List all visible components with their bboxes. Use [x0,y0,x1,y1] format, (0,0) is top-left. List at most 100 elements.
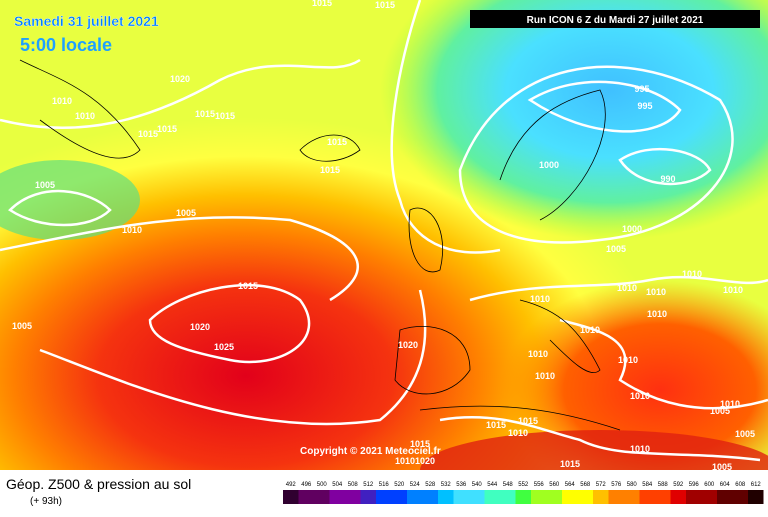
isobar-label: 1015 [215,111,235,121]
scale-label: 516 [379,482,390,488]
isobar-label: 1010 [617,283,637,293]
scale-swatch [639,490,655,504]
scale-label: 592 [673,482,684,488]
isobar-label: 1015 [486,420,506,430]
scale-label: 568 [580,482,591,488]
isobar-label: 1010 [646,287,666,297]
scale-label: 544 [487,482,498,488]
scale-swatch [438,490,454,504]
scale-label: 508 [348,482,359,488]
scale-swatch [391,490,407,504]
isobar-label: 1010 [720,399,740,409]
isobar-label: 1015 [312,0,332,8]
scale-label: 540 [472,482,483,488]
scale-swatch [360,490,376,504]
isobar-label: 1020 [190,322,210,332]
scale-label: 504 [332,482,343,488]
isobar-label: 1005 [176,208,196,218]
isobar-label: 995 [634,84,649,94]
scale-label: 528 [425,482,436,488]
scale-swatch [717,490,733,504]
scale-label: 576 [611,482,622,488]
isobar-label: 1010 [723,285,743,295]
scale-swatch [686,490,702,504]
scale-label: 604 [720,482,731,488]
low-pressure-zone [380,0,768,240]
scale-label: 536 [456,482,467,488]
run-banner [470,10,760,28]
isobar-label: 1025 [214,342,234,352]
scale-swatch [562,490,578,504]
isobar-label: 1005 [710,406,730,416]
scale-label: 600 [704,482,715,488]
scale-label: 596 [689,482,700,488]
low-zone [0,160,140,240]
scale-swatch [298,490,314,504]
isobar-label: 1015 [518,416,538,426]
scale-label: 500 [317,482,328,488]
scale-label: 512 [363,482,374,488]
scale-label: 548 [503,482,514,488]
isobar-label: 1005 [12,321,32,331]
color-scale: 492 496 500 504 508 512 516 520 524 528 532 536 540 5… [283,482,764,504]
scale-swatch [329,490,345,504]
scale-swatch [314,490,330,504]
scale-swatch [732,490,748,504]
isobar-label: 1000 [622,224,642,234]
scale-swatch [701,490,717,504]
copyright: Copyright © 2021 Meteociel.fr [300,446,441,457]
isobar-label: 1010 [618,355,638,365]
scale-label: 572 [596,482,607,488]
isobar-label: 1010 [122,225,142,235]
scale-label: 608 [735,482,746,488]
scale-swatch [283,490,299,504]
scale-label: 520 [394,482,405,488]
scale-swatch [515,490,531,504]
isobar-label: 1005 [735,429,755,439]
scale-label: 564 [565,482,576,488]
isobar-label: 1015 [157,124,177,134]
scale-label: 584 [642,482,653,488]
scale-swatch [608,490,624,504]
scale-label: 524 [410,482,421,488]
isobar-label: 1020 [415,456,435,466]
scale-swatch [345,490,361,504]
footer-title: Géop. Z500 & pression au sol [6,476,191,492]
isobar-label: 990 [660,174,675,184]
isobar-label: 1005 [712,462,732,472]
scale-swatch [407,490,423,504]
isobar-label: 1010 [528,349,548,359]
isobars [0,0,768,460]
isobar-label: 1010 [580,325,600,335]
isobar-label: 1010 [682,269,702,279]
scale-swatch [500,490,516,504]
isobar-label: 1010 [530,294,550,304]
isobar-label: 1015 [138,129,158,139]
scale-swatch [748,490,764,504]
scale-label: 492 [286,482,297,488]
isobar-label: 995 [637,101,652,111]
isobar-label: 1010 [647,309,667,319]
isobar-label: 1015 [410,439,430,449]
scale-swatch [670,490,686,504]
coastlines [19,59,621,431]
isobar-label: 1005 [35,180,55,190]
lead-time: (+ 93h) [30,496,62,507]
scale-label: 560 [549,482,560,488]
isobar-label: 1020 [398,340,418,350]
scale-swatch [655,490,671,504]
scale-label: 556 [534,482,545,488]
isobar-label: 1010 [630,444,650,454]
scale-swatch [453,490,469,504]
run-info: Run ICON 6 Z du Mardi 27 juillet 2021 [527,15,704,26]
isobar-label: 1015 [560,459,580,469]
scale-label: 612 [751,482,762,488]
isobar-label: 1010 [52,96,72,106]
scale-swatch [546,490,562,504]
isobar-label: 1015 [320,165,340,175]
scale-swatch [593,490,609,504]
scale-swatch [577,490,593,504]
scale-swatch [624,490,640,504]
scale-label: 588 [658,482,669,488]
